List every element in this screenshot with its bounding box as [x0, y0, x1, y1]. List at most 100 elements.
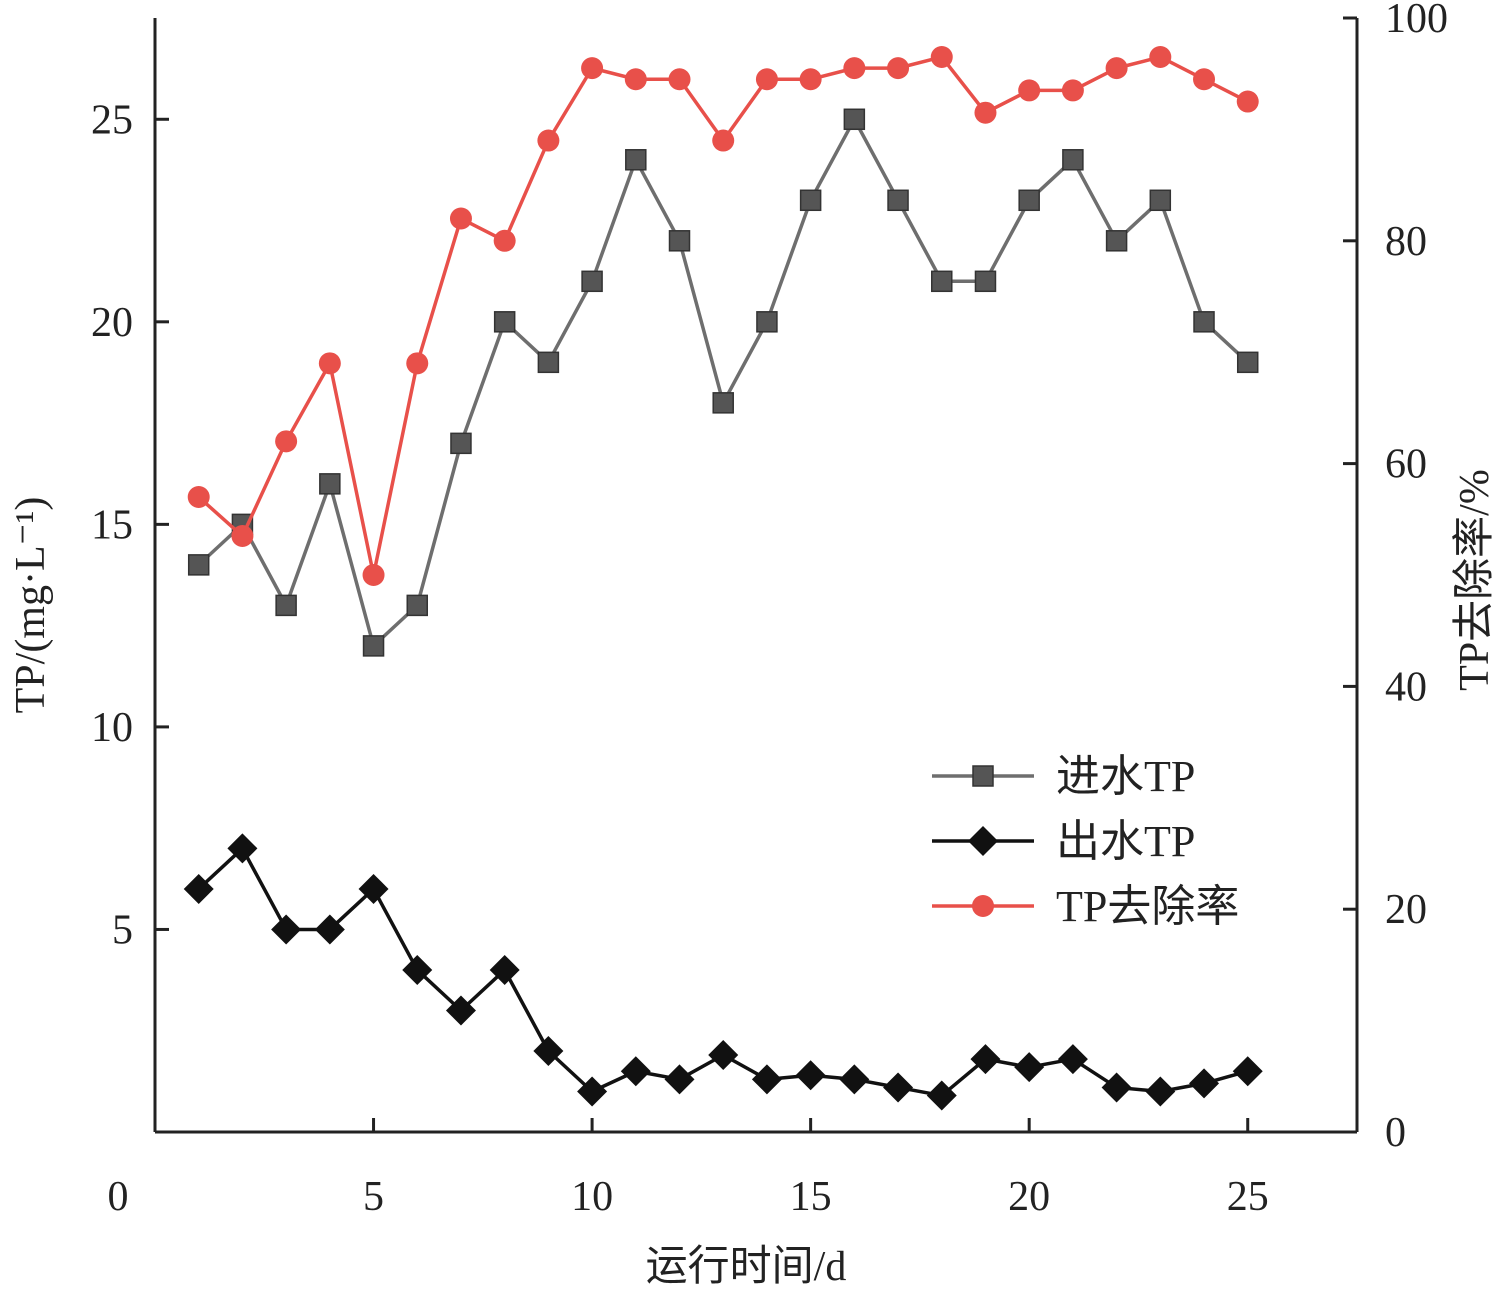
- data-point: [358, 873, 389, 904]
- data-point: [843, 108, 866, 131]
- data-point: [319, 473, 341, 495]
- data-point: [1061, 79, 1084, 102]
- data-point: [624, 68, 647, 91]
- data-point: [708, 1040, 739, 1071]
- data-point: [493, 229, 516, 252]
- x-tick-label: 0: [108, 1174, 129, 1220]
- data-point: [887, 189, 909, 212]
- data-point: [406, 594, 429, 617]
- right-y-tick-label: 60: [1385, 442, 1427, 488]
- left-y-tick-label: 15: [91, 502, 133, 548]
- data-point: [271, 914, 302, 945]
- data-point: [231, 525, 254, 548]
- data-point: [1193, 311, 1215, 333]
- right-y-tick-label: 80: [1385, 219, 1427, 265]
- data-point: [751, 1064, 782, 1095]
- data-point: [712, 129, 735, 152]
- x-tick-label: 5: [363, 1174, 384, 1220]
- legend-label: TP去除率: [1056, 882, 1239, 931]
- data-point: [227, 833, 258, 864]
- legend-marker: [972, 765, 994, 787]
- data-point: [974, 101, 997, 124]
- data-point: [1189, 1068, 1220, 1099]
- data-point: [275, 594, 297, 617]
- data-point: [1057, 1044, 1088, 1075]
- data-point: [183, 873, 214, 904]
- legend-marker: [968, 826, 998, 856]
- data-point: [799, 189, 822, 212]
- data-point: [1062, 149, 1084, 171]
- data-point: [1145, 1076, 1176, 1107]
- data-point: [668, 68, 691, 91]
- data-point: [1149, 189, 1172, 212]
- data-point: [318, 352, 341, 375]
- data-point: [1018, 79, 1041, 102]
- x-tick-label: 20: [1008, 1174, 1050, 1220]
- data-point: [445, 995, 476, 1026]
- series-layer: [183, 45, 1263, 1111]
- data-point: [449, 207, 472, 230]
- data-point: [799, 68, 822, 91]
- data-point: [314, 914, 345, 945]
- data-point: [843, 57, 866, 80]
- data-point: [1232, 1056, 1263, 1087]
- right-y-tick-label: 40: [1385, 664, 1427, 710]
- data-point: [362, 564, 385, 586]
- data-point: [1014, 1052, 1045, 1083]
- data-point: [883, 1072, 914, 1103]
- data-point: [1105, 57, 1128, 80]
- x-tick-label: 10: [571, 1174, 613, 1220]
- left-y-tick-label: 10: [91, 705, 133, 751]
- data-point: [887, 57, 910, 80]
- data-point: [1149, 45, 1172, 68]
- data-point: [275, 430, 298, 453]
- data-point: [537, 129, 560, 152]
- data-point: [489, 954, 520, 985]
- data-point: [450, 432, 472, 455]
- right-y-axis-title: TP去除率/%: [1451, 469, 1498, 691]
- data-point: [755, 68, 778, 91]
- data-point: [1236, 351, 1259, 374]
- left-y-axis-title: TP/(mg·L⁻¹): [8, 497, 54, 714]
- data-point: [187, 554, 210, 576]
- data-point: [402, 954, 433, 985]
- data-point: [931, 270, 953, 293]
- data-point: [533, 1035, 564, 1066]
- data-point: [406, 352, 429, 375]
- legend-marker: [972, 895, 994, 917]
- data-point: [974, 270, 997, 293]
- series-square: [187, 108, 1259, 657]
- series-line: [197, 117, 1249, 648]
- data-point: [581, 270, 603, 293]
- data-point: [1101, 1072, 1132, 1103]
- left-y-tick-label: 5: [112, 907, 133, 953]
- right-y-tick-label: 20: [1385, 887, 1427, 933]
- left-y-tick-label: 20: [91, 300, 133, 346]
- data-point: [756, 311, 778, 333]
- legend: 进水TP 出水TP TP去除率: [932, 752, 1239, 931]
- data-point: [970, 1044, 1001, 1075]
- data-point: [930, 45, 953, 68]
- series-circle: [187, 45, 1259, 586]
- data-point: [712, 392, 734, 414]
- data-point: [1193, 68, 1216, 91]
- axes: 0 5 10 15 20 25 5 10 15 20 25 0 20 40 60 80 100: [91, 0, 1448, 1220]
- data-point: [668, 230, 691, 252]
- data-point: [187, 486, 210, 509]
- data-point: [795, 1060, 826, 1091]
- data-point: [1105, 230, 1128, 252]
- data-point: [577, 1076, 608, 1107]
- x-tick-label: 15: [790, 1174, 832, 1220]
- data-point: [537, 351, 560, 374]
- data-point: [1236, 90, 1259, 113]
- x-axis-title: 运行时间/d: [646, 1244, 847, 1290]
- data-point: [926, 1080, 957, 1111]
- series-diamond: [183, 833, 1263, 1111]
- data-point: [362, 635, 385, 657]
- data-point: [581, 57, 604, 80]
- data-point: [664, 1064, 695, 1095]
- right-y-tick-label: 0: [1385, 1110, 1406, 1156]
- data-point: [620, 1056, 651, 1087]
- x-tick-label: 25: [1227, 1174, 1269, 1220]
